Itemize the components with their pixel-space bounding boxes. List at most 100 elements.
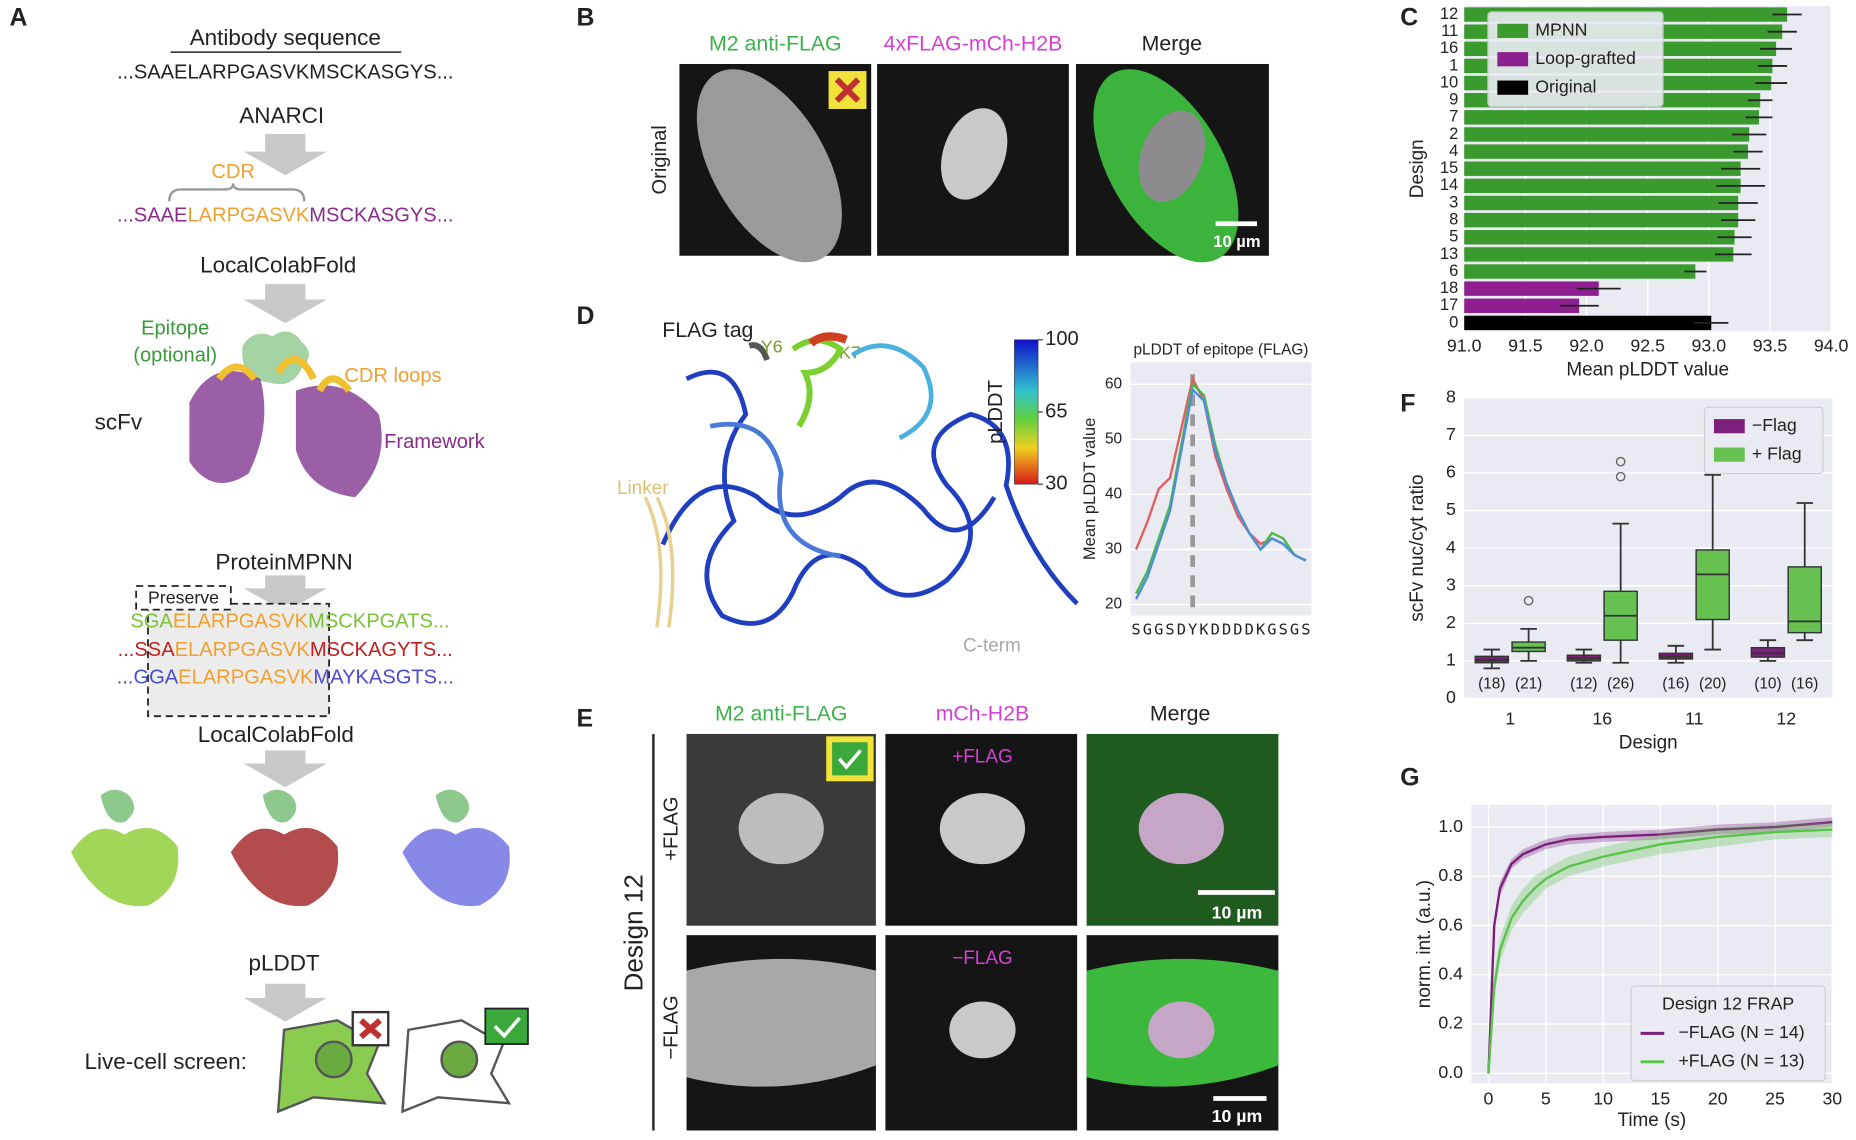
x-tick-label: 92.5	[1630, 336, 1665, 356]
bar	[1464, 127, 1750, 142]
x-tick-label: G	[1154, 620, 1163, 638]
bar	[1464, 315, 1712, 331]
plot-area	[1130, 362, 1312, 616]
column-title: M2 anti-FLAG	[709, 32, 842, 56]
y-axis-label: Mean pLDDT value	[1080, 418, 1099, 560]
x-tick-label: 16	[1592, 708, 1612, 728]
count-label: (18)	[1478, 675, 1505, 692]
seq-part: ...SSA	[118, 639, 176, 661]
nucleus	[949, 1001, 1016, 1059]
x-tick-label: 92.0	[1569, 336, 1604, 356]
y-tick-label: 1	[1446, 650, 1456, 670]
cdr-loops-label: CDR loops	[344, 365, 441, 387]
panel-label: E	[576, 705, 593, 732]
x-tick-label: K	[1199, 620, 1209, 638]
seq-part: ELARPGASVK	[178, 667, 314, 689]
x-tick-label: 5	[1541, 1088, 1551, 1108]
x-tick-label: 91.5	[1508, 336, 1543, 356]
legend-label: + Flag	[1752, 443, 1802, 463]
count-label: (16)	[1791, 675, 1818, 692]
panel-label: B	[576, 5, 594, 32]
cell-icons	[276, 1007, 529, 1114]
y-tick-label: 5	[1449, 227, 1458, 246]
sequence: ...SAAELARPGASVKMSCKASGYS...	[117, 62, 453, 84]
scfv-label: scFv	[95, 410, 143, 435]
x-tick-label: 93.5	[1753, 336, 1788, 356]
legend-label: MPNN	[1535, 20, 1587, 40]
y-tick-label: 0.6	[1438, 914, 1463, 934]
y-tick-label: 9	[1449, 90, 1458, 109]
y-tick-label: 14	[1440, 175, 1458, 194]
x-tick-label: 1	[1505, 708, 1515, 728]
design-structures	[71, 789, 510, 907]
box	[1787, 566, 1822, 634]
x-tick-label: S	[1165, 620, 1174, 638]
design-seq: SGAELARPGASVKMSCKPGATS...	[130, 611, 449, 633]
y-tick-label: 6	[1449, 261, 1458, 280]
seq-part: MAYKASGTS...	[313, 667, 453, 689]
scale-label: 10 µm	[1212, 1106, 1263, 1126]
column-title: 4xFLAG-mCh-H2B	[884, 32, 1063, 56]
annotation: FLAG tag	[662, 318, 753, 342]
y-tick-label: 8	[1449, 210, 1458, 229]
bar	[1464, 264, 1696, 279]
bar	[1464, 161, 1741, 176]
outlier	[1615, 456, 1626, 467]
preserve-box	[147, 602, 330, 718]
x-tick-label: K	[1256, 620, 1266, 638]
arrow	[243, 575, 327, 613]
y-tick-label: 0	[1446, 687, 1456, 707]
y-axis-label: scFv nuc/cyt ratio	[1407, 474, 1428, 621]
legend-box	[1630, 985, 1826, 1082]
y-tick-label: 60	[1105, 375, 1122, 392]
seq-part: MSCKAGYTS...	[310, 639, 453, 661]
annotation: Linker	[617, 478, 669, 499]
design-seq: ...SSAELARPGASVKMSCKAGYTS...	[118, 639, 453, 661]
panel-label: D	[576, 303, 594, 330]
legend-label: −FLAG (N = 14)	[1678, 1022, 1804, 1042]
x-tick-label: D	[1245, 620, 1254, 638]
outlier	[1523, 595, 1534, 606]
step: pLDDT	[248, 951, 319, 976]
annotation: Y6	[761, 337, 783, 357]
legend-label: Original	[1535, 76, 1596, 96]
legend-label: Loop-grafted	[1535, 48, 1636, 68]
y-tick-label: 30	[1105, 541, 1122, 558]
panel-label: G	[1400, 764, 1419, 791]
bar	[1464, 298, 1580, 313]
y-tick-label: 4	[1449, 141, 1458, 160]
y-tick-label: 7	[1446, 424, 1456, 444]
cell	[696, 69, 842, 263]
y-tick-label: 12	[1440, 4, 1458, 23]
seq-part: ELARPGASVK	[175, 639, 311, 661]
x-tick-label: 10	[1593, 1088, 1613, 1108]
y-tick-label: 17	[1440, 295, 1458, 314]
box	[1511, 641, 1546, 653]
box	[1750, 646, 1786, 658]
x-axis-label: Design	[1619, 732, 1678, 753]
column-title: mCh-H2B	[936, 702, 1030, 726]
y-tick-label: 11	[1441, 21, 1458, 40]
colorbar-tick-label: 30	[1045, 472, 1067, 494]
scale-label: 10 µm	[1213, 232, 1260, 251]
x-tick-label: S	[1301, 620, 1310, 638]
legend-swatch	[1497, 52, 1529, 67]
x-tick-label: G	[1290, 620, 1299, 638]
framework-seq: MSCKASGYS...	[309, 205, 453, 227]
cell	[686, 958, 876, 1087]
framework-label: Framework	[384, 431, 486, 453]
x-tick-label: 11	[1685, 708, 1703, 728]
count-label: (10)	[1754, 675, 1781, 692]
nucleus	[738, 793, 824, 865]
legend-box	[1487, 11, 1664, 108]
row-label: Original	[649, 125, 671, 194]
legend-swatch	[1713, 447, 1745, 462]
x-tick-label: 94.0	[1814, 336, 1849, 356]
colorbar-label: pLDDT	[985, 380, 1007, 444]
legend-swatch	[1713, 419, 1745, 434]
cdr-seq: LARPGASVK	[187, 205, 309, 227]
box	[1695, 549, 1730, 621]
y-tick-label: 5	[1446, 499, 1456, 519]
bar	[1464, 195, 1739, 211]
